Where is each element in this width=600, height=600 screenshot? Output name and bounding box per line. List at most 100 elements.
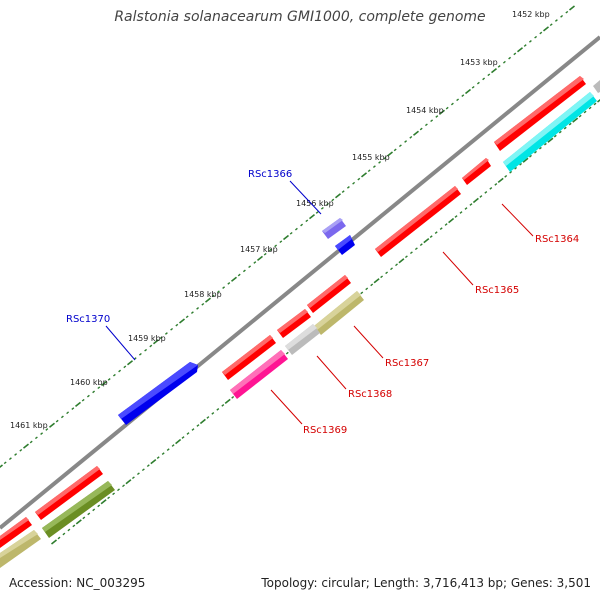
ruler-tick	[479, 195, 483, 198]
gene-label-rsc1364[interactable]: RSc1364	[535, 234, 579, 245]
gene-label-rsc1365[interactable]: RSc1365	[475, 285, 519, 296]
gene-top-right-cyan[interactable]	[503, 92, 597, 172]
gene-rsc1369-magenta[interactable]	[230, 350, 288, 399]
ruler-label-1459: 1459 kbp	[128, 334, 166, 343]
ruler-tick	[40, 432, 44, 435]
ruler-tick	[331, 198, 335, 202]
ruler-tick	[419, 127, 423, 131]
ruler-tick	[66, 411, 70, 415]
ruler-tick	[469, 203, 473, 206]
ruler-tick	[190, 311, 194, 314]
ruler-tick	[156, 456, 160, 459]
ruler-tick	[29, 440, 33, 444]
ruler-tick	[92, 508, 96, 512]
ruler-tick	[71, 407, 75, 410]
ruler-tick	[67, 528, 71, 532]
ruler-tick	[268, 248, 272, 252]
ruler-tick	[122, 484, 125, 488]
gene-bottom-left-olive[interactable]	[42, 481, 115, 538]
ruler-tick	[92, 390, 96, 394]
ruler-tick	[547, 137, 554, 143]
gene-bottom-left-red-b[interactable]	[0, 517, 32, 548]
ruler-tick	[423, 237, 430, 244]
ruler-tick	[569, 5, 575, 11]
ruler-tick	[117, 488, 120, 492]
ruler-tick	[231, 276, 237, 282]
gene-label-rsc1367[interactable]: RSc1367	[385, 358, 429, 369]
ruler-tick	[456, 98, 460, 102]
gene-top-right-grey[interactable]	[593, 80, 600, 93]
ruler-label-1456: 1456 kbp	[296, 199, 334, 208]
connector-rsc1366	[289, 180, 322, 215]
ruler-tick	[494, 183, 498, 186]
ruler-tick	[549, 23, 553, 27]
gene-rsc1369-red[interactable]	[222, 335, 276, 380]
gene-rsc1364[interactable]	[462, 158, 491, 185]
ruler-tick	[588, 106, 592, 110]
ruler-tick	[439, 227, 443, 230]
ruler-tick	[398, 258, 405, 264]
gene-rsc1368-grey[interactable]	[285, 324, 320, 355]
ruler-tick	[558, 130, 562, 134]
ruler-tick	[554, 19, 558, 22]
ruler-tick	[476, 81, 480, 85]
ruler-tick	[519, 162, 523, 166]
ruler-tick	[534, 150, 537, 154]
ruler-tick	[72, 524, 76, 528]
ruler-tick	[346, 186, 350, 189]
gene-rsc1366-b[interactable]	[335, 235, 355, 255]
gene-rsc1366-a[interactable]	[322, 218, 346, 239]
gene-label-rsc1370[interactable]: RSc1370	[66, 314, 110, 325]
ruler-tick	[191, 428, 195, 431]
ruler-tick	[398, 144, 402, 148]
gene-rsc1367-red[interactable]	[307, 275, 351, 313]
gene-label-rsc1369[interactable]: RSc1369	[303, 425, 347, 436]
gene-bottom-left-red-a[interactable]	[35, 466, 103, 520]
ruler-tick	[517, 47, 523, 53]
gene-top-right-red[interactable]	[494, 76, 586, 151]
ruler-tick	[112, 492, 116, 496]
connector-rsc1367	[353, 325, 384, 359]
ruler-tick	[3, 461, 7, 465]
gene-rsc1370[interactable]	[118, 362, 198, 425]
ruler-tick	[8, 457, 12, 461]
ruler-tick	[283, 234, 289, 241]
ruler-tick	[309, 213, 315, 220]
gene-rsc1367-khaki[interactable]	[314, 291, 364, 335]
gene-rsc1365[interactable]	[375, 186, 461, 257]
ruler-tick	[81, 398, 85, 402]
ruler-tick	[216, 408, 220, 411]
ruler-tick	[434, 231, 438, 234]
ruler-tick	[572, 117, 579, 123]
gene-rsc1368-red[interactable]	[277, 309, 311, 338]
ruler-tick	[161, 452, 165, 455]
connector-rsc1368	[316, 355, 347, 390]
connector-rsc1370	[105, 325, 136, 361]
ruler-tick	[112, 373, 116, 377]
ruler-tick	[97, 386, 101, 390]
ruler-tick	[357, 177, 361, 181]
ruler-tick	[315, 211, 319, 214]
ruler-tick	[87, 512, 91, 516]
ruler-tick	[100, 499, 107, 505]
ruler-tick	[253, 261, 257, 264]
gene-label-rsc1366[interactable]: RSc1366	[248, 169, 292, 180]
ruler-tick	[430, 119, 434, 123]
ruler-tick	[201, 302, 205, 306]
ruler-tick	[534, 35, 538, 39]
ruler-tick	[211, 294, 215, 298]
ruler-tick	[186, 432, 190, 435]
ruler-tick	[448, 217, 455, 224]
ruler-tick	[578, 114, 582, 118]
ruler-tick	[153, 339, 159, 345]
ruler-tick	[508, 56, 512, 60]
ruler-tick	[127, 360, 133, 366]
ruler-tick	[395, 263, 398, 267]
ruler-label-1453: 1453 kbp	[460, 58, 498, 67]
gene-label-rsc1368[interactable]: RSc1368	[348, 389, 392, 400]
ruler-tick	[445, 106, 449, 110]
ruler-tick	[454, 215, 458, 218]
gene-bottom-left-khaki[interactable]	[0, 530, 41, 568]
ruler-tick	[263, 252, 267, 256]
ruler-tick	[491, 67, 497, 74]
